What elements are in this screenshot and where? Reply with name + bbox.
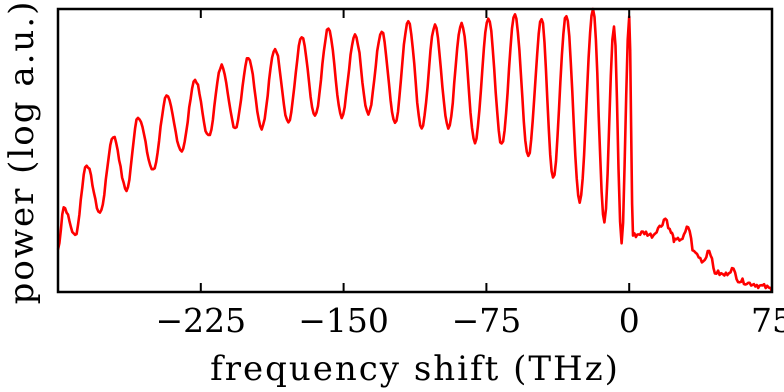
plot-frame xyxy=(56,7,774,294)
x-axis-label: frequency shift (THz) xyxy=(210,349,620,389)
x-tick-label: −150 xyxy=(298,301,389,340)
spectrum-line xyxy=(56,7,774,293)
x-tick-label: −225 xyxy=(155,301,246,340)
tick-layer: −225 −150 −75 0 75 xyxy=(155,9,784,340)
y-axis-label: power (log a.u.) xyxy=(2,0,42,304)
series-layer xyxy=(56,7,774,293)
x-tick-label: −75 xyxy=(452,301,522,340)
x-tick-label: 0 xyxy=(619,301,640,340)
x-tick-label: 75 xyxy=(751,301,784,340)
